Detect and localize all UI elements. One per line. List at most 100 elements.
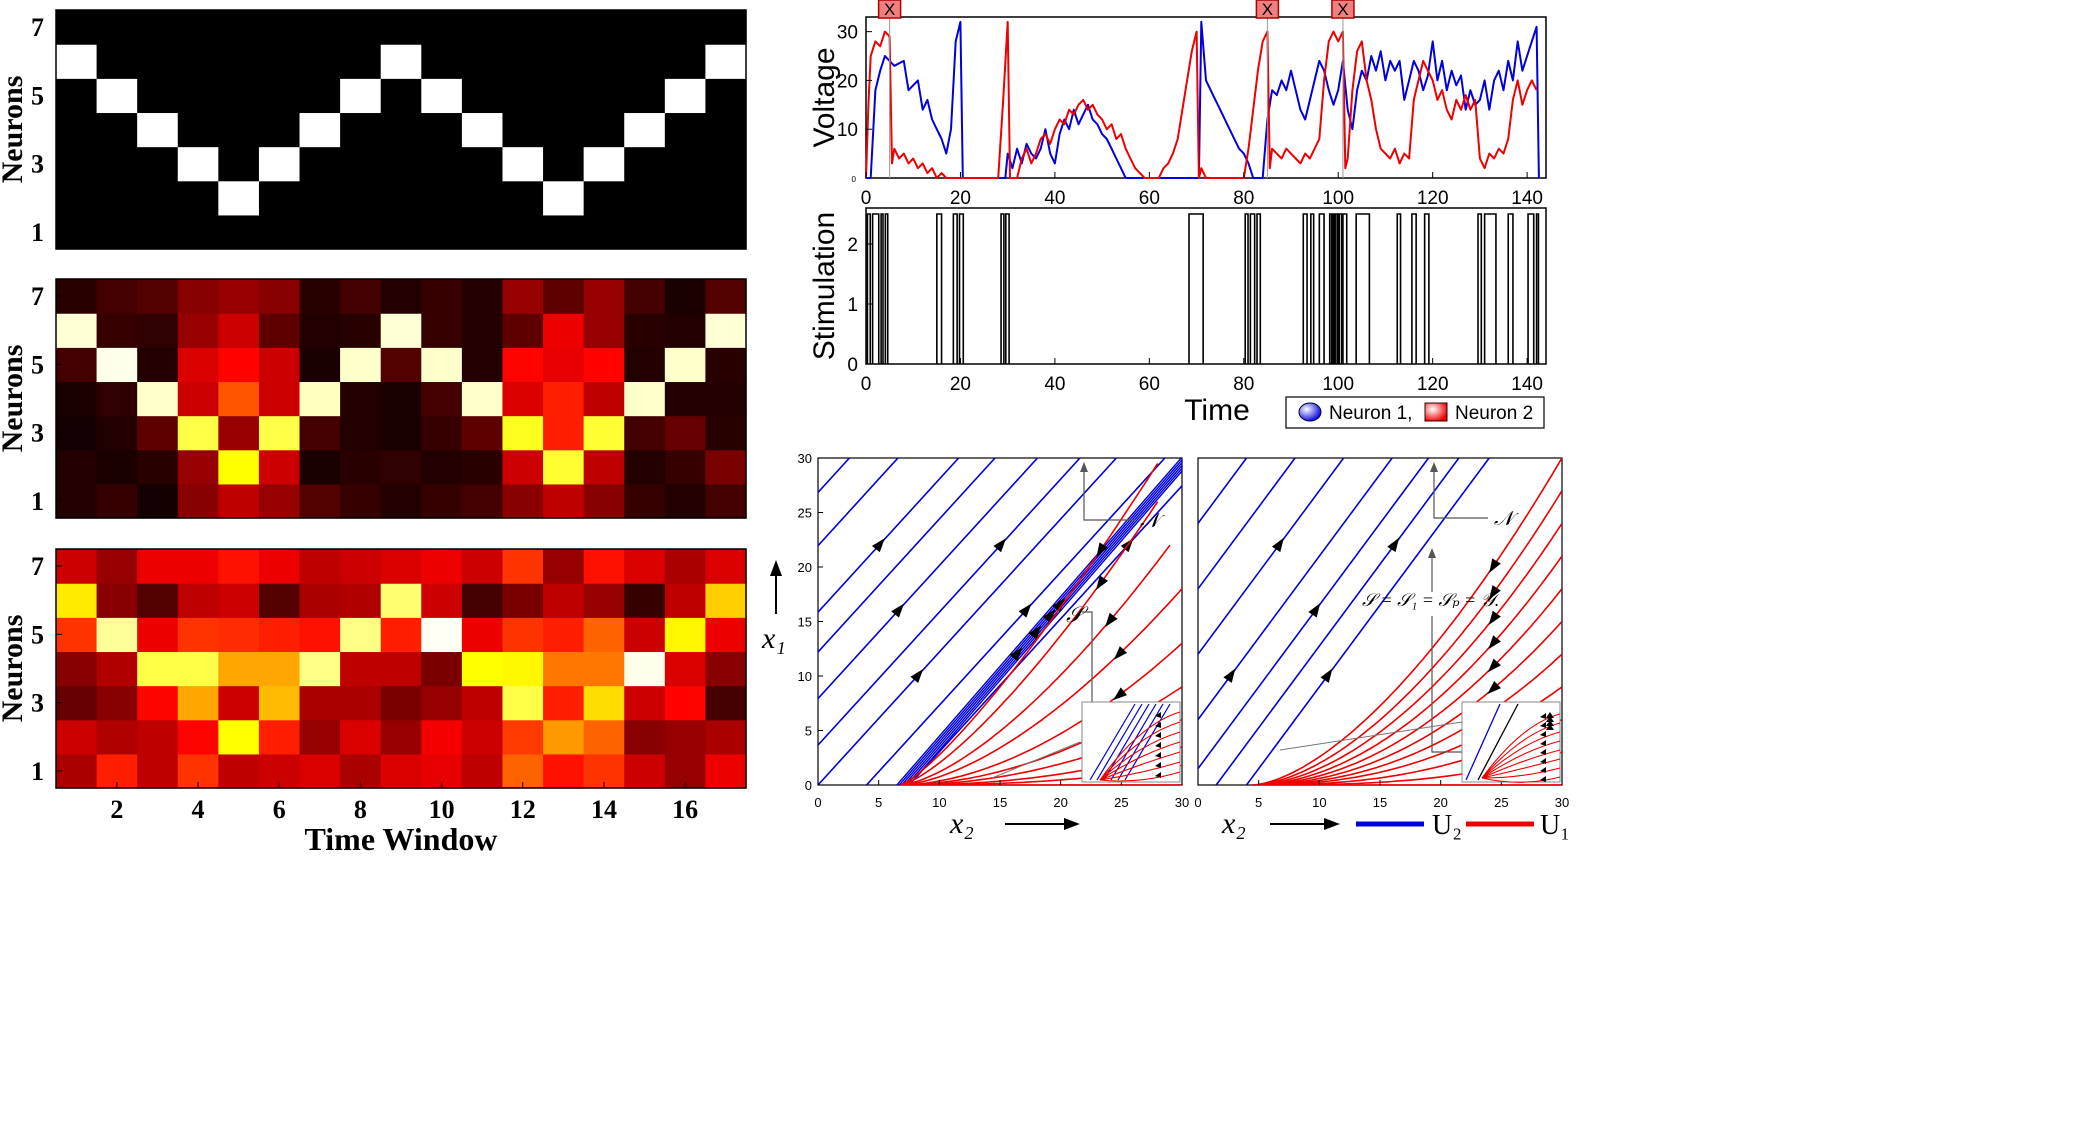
heatmap-cell (624, 753, 666, 789)
heatmap-cell (96, 415, 138, 451)
heatmap-cell (502, 651, 544, 687)
heatmap-cell (96, 78, 138, 114)
heatmap-cell (583, 617, 625, 653)
heatmap-frame (55, 278, 747, 519)
y-tick-label: 5 (805, 724, 812, 739)
y-tick-label: 10 (798, 669, 812, 684)
heatmap-cell (258, 685, 301, 721)
heatmap-cell (583, 651, 625, 687)
heatmap-cell (299, 279, 341, 314)
heatmap-cell (340, 313, 382, 348)
x-tick-label: 140 (1511, 374, 1543, 395)
heatmap-cell (502, 44, 544, 79)
heatmap-cell (380, 10, 422, 45)
inset-red-line (1481, 749, 1561, 779)
heatmap-cell (56, 112, 98, 148)
heatmap-cell (502, 381, 544, 417)
heatmap-cell (218, 112, 260, 148)
heatmap-cell (218, 483, 260, 519)
heatmap-cell (137, 214, 179, 250)
x-tick-label: 5 (1255, 795, 1262, 810)
heatmap-frame (55, 9, 747, 250)
heatmap-cell (177, 214, 219, 250)
heatmap-cell (137, 753, 179, 789)
red-trajectory (900, 642, 1182, 785)
heatmap-cell (177, 44, 219, 79)
heatmap-cell (543, 483, 585, 519)
heatmap-cell (664, 381, 707, 417)
blue-trajectory (1198, 458, 1430, 770)
heatmap-cell (705, 583, 747, 618)
heatmap-cell (624, 449, 666, 485)
heatmap-cell (421, 415, 463, 451)
x-tick-label: 6 (273, 795, 286, 824)
heatmap-cell (705, 549, 747, 584)
heatmap-cell (96, 112, 138, 148)
heatmap-cell (218, 146, 260, 182)
y-origin-label: 0 (852, 175, 857, 184)
stimulation-pulse (1310, 213, 1315, 364)
inset-pointer (991, 741, 1081, 779)
y-tick-label: 5 (31, 350, 44, 379)
heatmap-cell (502, 313, 544, 348)
heatmap-cell (421, 313, 463, 348)
heatmap-cell (299, 78, 341, 114)
heatmap-cell (502, 347, 544, 383)
heatmap-cell (543, 617, 585, 653)
blue-trajectory (1198, 458, 1248, 525)
y-tick-label: 0 (847, 355, 858, 376)
heatmap-cell (664, 347, 707, 383)
inset-red-line (1099, 771, 1181, 782)
blue-trajectory (818, 458, 996, 654)
y-tick-label: 1 (847, 295, 858, 316)
heatmap-cell (96, 549, 138, 584)
trajectory-arrow (1105, 612, 1118, 627)
heatmap-cell (258, 146, 301, 182)
heatmap-cell (258, 313, 301, 348)
stimulation-pulse (952, 213, 958, 364)
stimulation-pulse (1535, 213, 1540, 364)
heatmap-cell (218, 44, 260, 79)
heatmap-cell (380, 180, 422, 216)
heatmap-cell (56, 180, 98, 216)
inset-red-line (1099, 711, 1181, 781)
inset-red-line (1099, 751, 1181, 781)
heatmap-cell (137, 313, 179, 348)
heatmap-cell (137, 583, 179, 618)
heatmap-cell (96, 685, 138, 721)
heatmap-cell (380, 313, 422, 348)
legend-box (1285, 396, 1545, 429)
heatmap-cell (705, 753, 747, 789)
blue-trajectory (1215, 458, 1460, 785)
heatmap-target: 1 3 5 7 Neurons (0, 9, 747, 250)
inset-separatrix (1477, 703, 1519, 781)
heatmap-cell (461, 617, 504, 653)
heatmap-cell (624, 549, 666, 584)
heatmap-cell (461, 214, 504, 250)
heatmap-cell (56, 449, 98, 485)
heatmap-cell (624, 44, 666, 79)
heatmap-cell (664, 44, 707, 79)
heatmap-cell (543, 180, 585, 216)
heatmap-cell (705, 651, 747, 687)
phase-plot-right: 0 5 10 15 20 25 30 𝒩 𝒮 = 𝒮₁ = 𝒮ₚ = 𝒴. (1194, 457, 1569, 810)
heatmap-cell (502, 685, 544, 721)
heatmap-cell (664, 180, 707, 216)
x-tick-label: 15 (1373, 795, 1387, 810)
inset-arrow (1546, 724, 1554, 730)
heatmap-cell (177, 279, 219, 314)
heatmap-cell (340, 617, 382, 653)
heatmap-cell (583, 549, 625, 584)
heatmap-cell (299, 415, 341, 451)
heatmap-cell (502, 719, 544, 755)
heatmap-cell (258, 483, 301, 519)
heatmap-cell (177, 146, 219, 182)
heatmap-cell (96, 44, 138, 79)
heatmap-cell (380, 415, 422, 451)
heatmap-cell (664, 279, 707, 314)
heatmap-cell (502, 449, 544, 485)
trajectory-arrow (1009, 647, 1023, 662)
heatmap-cell (299, 347, 341, 383)
